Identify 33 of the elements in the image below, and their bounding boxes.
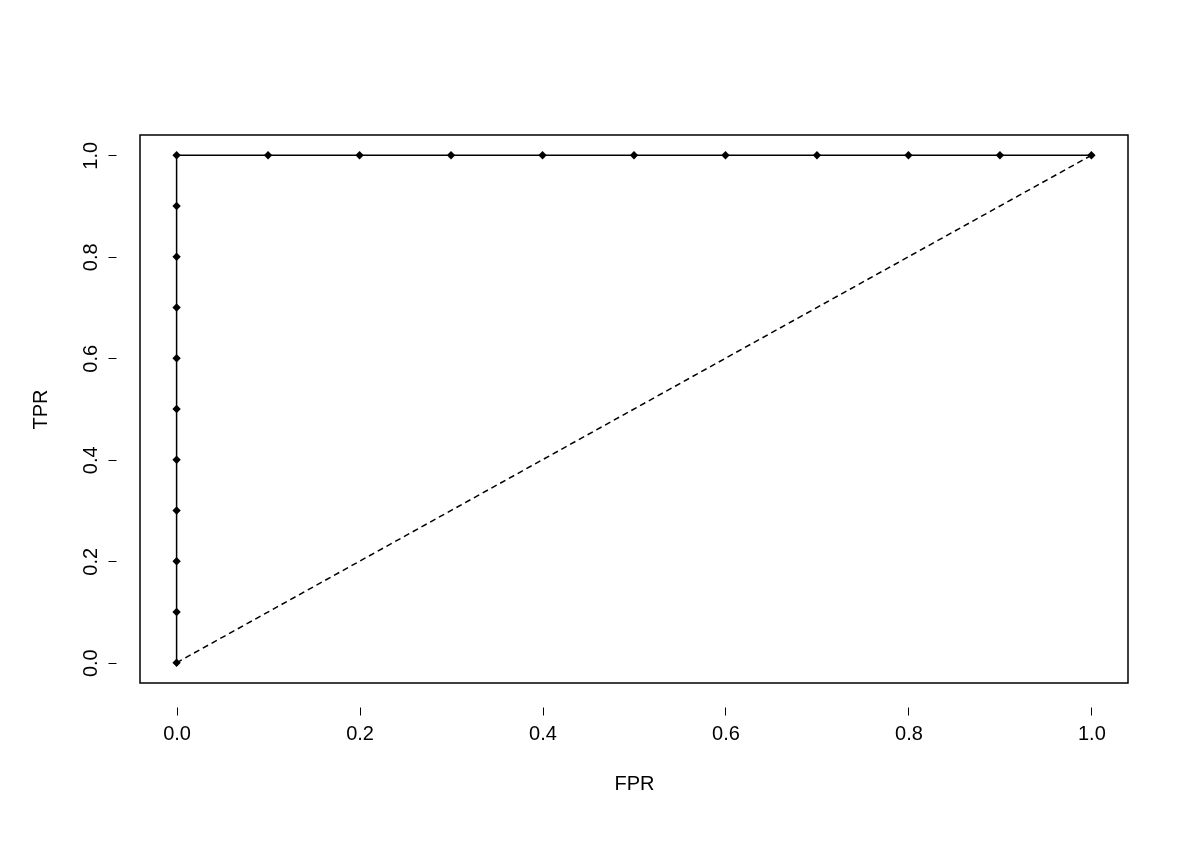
point <box>355 151 364 160</box>
x-tick-label: 0.6 <box>712 721 740 744</box>
point <box>812 151 822 160</box>
y-tick-label: 0.6 <box>78 344 101 373</box>
point <box>172 151 181 160</box>
x-tick-label: 0.8 <box>895 721 923 744</box>
x-axis-title: FPR <box>614 771 655 794</box>
point <box>172 607 181 617</box>
point <box>721 151 730 160</box>
point <box>446 151 456 160</box>
x-tick-label: 0.0 <box>163 721 191 744</box>
y-axis-title: TPR <box>28 389 51 430</box>
point <box>172 252 181 261</box>
point <box>172 455 181 464</box>
y-tick-label: 0.0 <box>78 649 101 678</box>
point <box>172 404 181 414</box>
x-tick-label: 0.2 <box>346 721 374 744</box>
y-tick-label: 0.2 <box>78 547 101 576</box>
point <box>538 151 547 160</box>
point <box>172 201 181 211</box>
y-tick-label: 0.4 <box>78 446 101 475</box>
x-tick-label: 0.4 <box>529 721 557 744</box>
point <box>172 303 181 312</box>
point <box>172 354 181 363</box>
point <box>172 506 181 515</box>
point <box>172 557 181 566</box>
point <box>904 151 913 160</box>
y-tick-label: 0.8 <box>78 243 101 272</box>
y-tick-label: 1.0 <box>78 141 101 170</box>
point <box>629 151 639 160</box>
x-tick-label: 1.0 <box>1078 721 1106 744</box>
point <box>995 151 1005 160</box>
point <box>263 151 273 160</box>
